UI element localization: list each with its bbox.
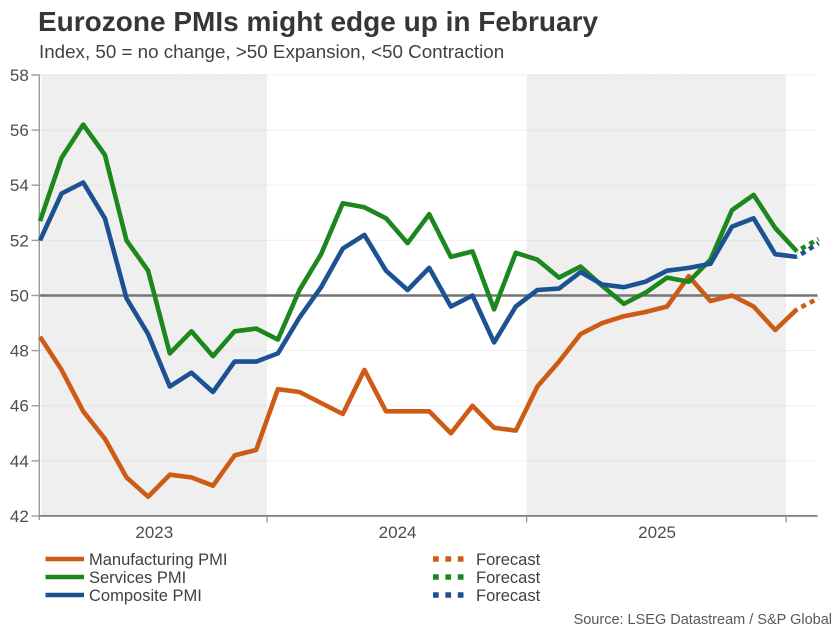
svg-text:2024: 2024 — [379, 523, 417, 542]
svg-text:46: 46 — [10, 397, 29, 416]
svg-text:44: 44 — [10, 452, 29, 471]
svg-text:Forecast: Forecast — [476, 587, 541, 605]
svg-text:Services PMI: Services PMI — [89, 569, 186, 587]
svg-text:Forecast: Forecast — [476, 551, 541, 569]
svg-text:50: 50 — [10, 286, 29, 305]
svg-text:42: 42 — [10, 507, 29, 526]
svg-text:54: 54 — [10, 176, 29, 195]
svg-text:52: 52 — [10, 231, 29, 250]
svg-text:48: 48 — [10, 342, 29, 361]
svg-text:2023: 2023 — [135, 523, 173, 542]
svg-text:56: 56 — [10, 121, 29, 140]
svg-text:Source: LSEG Datastream / S&P: Source: LSEG Datastream / S&P Global — [574, 612, 832, 628]
svg-text:Index, 50 = no change, >50 Exp: Index, 50 = no change, >50 Expansion, <5… — [39, 41, 504, 62]
svg-text:2025: 2025 — [638, 523, 676, 542]
svg-text:Manufacturing PMI: Manufacturing PMI — [89, 551, 227, 569]
svg-text:Composite PMI: Composite PMI — [89, 587, 202, 605]
svg-text:Forecast: Forecast — [476, 569, 541, 587]
svg-text:Eurozone PMIs might edge up in: Eurozone PMIs might edge up in February — [38, 6, 598, 37]
svg-text:58: 58 — [10, 66, 29, 85]
